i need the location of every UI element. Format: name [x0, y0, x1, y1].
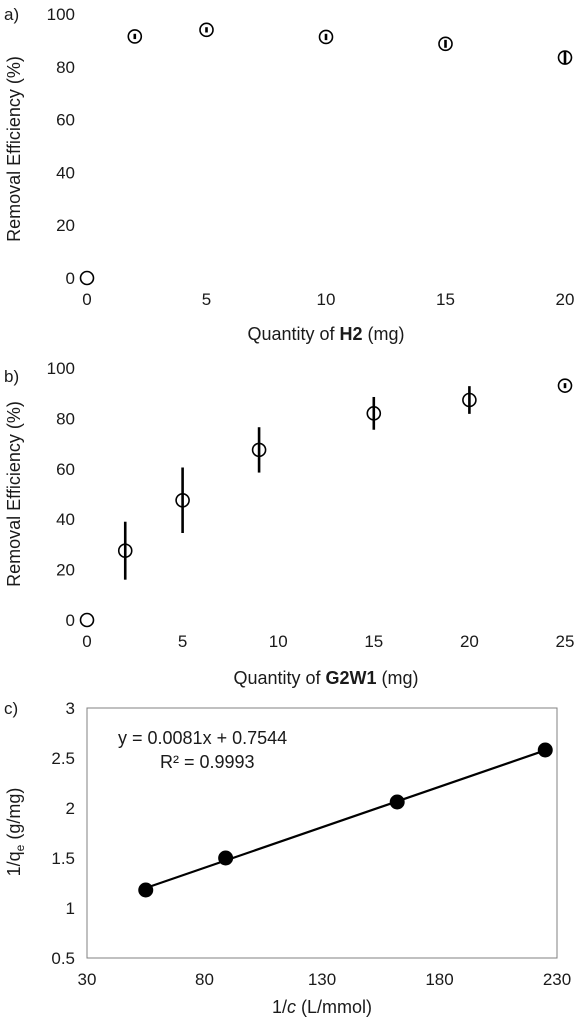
x-axis-label: 1/c (L/mmol) [272, 997, 372, 1017]
y-axis-label-suffix: (g/mg) [4, 788, 24, 845]
y-tick-label: 20 [56, 561, 75, 580]
data-point [537, 742, 553, 758]
r-squared-label: R² = 0.9993 [160, 752, 255, 772]
x-axis-label: Quantity of H2 (mg) [247, 324, 404, 344]
y-tick-label: 60 [56, 460, 75, 479]
y-tick-label: 2.5 [51, 749, 75, 768]
x-tick-label: 230 [543, 970, 571, 989]
data-point [117, 543, 133, 559]
y-axis-label-sub: e [13, 844, 27, 851]
y-axis-label-prefix: 1/q [4, 851, 24, 876]
data-point [79, 270, 95, 286]
data-point [218, 850, 234, 866]
y-tick-label: 100 [47, 359, 75, 378]
x-tick-label: 180 [425, 970, 453, 989]
y-tick-label: 80 [56, 409, 75, 428]
data-point [318, 29, 334, 45]
x-axis-label-prefix: Quantity of [233, 668, 325, 688]
y-tick-label: 0 [66, 611, 75, 630]
y-tick-label: 0.5 [51, 949, 75, 968]
x-axis-label-suffix: (mg) [377, 668, 419, 688]
panel-b: b) Removal Efficiency (%) Quantity of G2… [4, 359, 574, 688]
y-tick-label: 0 [66, 269, 75, 288]
x-axis-label-prefix: Quantity of [247, 324, 339, 344]
x-axis-label-bold: G2W1 [326, 668, 377, 688]
data-point [557, 378, 573, 393]
panel-c: c) 1/qe (g/mg) 1/c (L/mmol) y = 0.0081x … [4, 699, 571, 1017]
y-tick-label: 2 [66, 799, 75, 818]
panel-a: a) Removal Efficiency (%) Quantity of H2… [4, 5, 574, 344]
x-tick-label: 80 [195, 970, 214, 989]
y-tick-label: 1.5 [51, 849, 75, 868]
x-tick-label: 10 [317, 290, 336, 309]
x-tick-label: 0 [82, 290, 91, 309]
x-tick-label: 10 [269, 632, 288, 651]
x-tick-label: 15 [436, 290, 455, 309]
x-tick-label: 20 [556, 290, 575, 309]
x-tick-label: 15 [364, 632, 383, 651]
y-tick-label: 20 [56, 216, 75, 235]
data-point [251, 442, 267, 458]
x-axis-label-prefix: 1/ [272, 997, 287, 1017]
x-tick-label: 130 [308, 970, 336, 989]
x-tick-label: 30 [78, 970, 97, 989]
data-point [138, 882, 154, 898]
x-tick-label: 0 [82, 632, 91, 651]
x-axis-label-suffix: (mg) [363, 324, 405, 344]
y-tick-label: 80 [56, 58, 75, 77]
data-point [79, 612, 95, 628]
x-axis-label: Quantity of G2W1 (mg) [233, 668, 418, 688]
panel-label: a) [4, 5, 19, 24]
x-axis-label-bold: H2 [340, 324, 363, 344]
y-axis-label: 1/qe (g/mg) [4, 788, 27, 877]
data-point [127, 29, 143, 44]
data-point [462, 392, 477, 408]
panel-label: c) [4, 699, 18, 718]
data-point [199, 22, 214, 38]
y-tick-label: 40 [56, 163, 75, 182]
x-axis-label-italic: c [287, 997, 296, 1017]
x-tick-label: 5 [178, 632, 187, 651]
y-axis-label: Removal Efficiency (%) [4, 401, 24, 587]
x-tick-label: 20 [460, 632, 479, 651]
trendline-equation: y = 0.0081x + 0.7544 [118, 728, 287, 748]
plot-frame [86, 707, 558, 959]
y-tick-label: 1 [66, 899, 75, 918]
y-tick-label: 60 [56, 111, 75, 130]
data-point [389, 794, 405, 810]
x-tick-label: 5 [202, 290, 211, 309]
data-point [175, 492, 190, 508]
data-point [366, 406, 382, 421]
x-tick-label: 25 [556, 632, 575, 651]
data-point [438, 36, 453, 52]
y-axis-label: Removal Efficiency (%) [4, 56, 24, 242]
y-tick-label: 100 [47, 5, 75, 24]
data-point [557, 50, 573, 65]
y-tick-label: 40 [56, 510, 75, 529]
x-axis-label-suffix: (L/mmol) [296, 997, 372, 1017]
trendline [145, 749, 546, 890]
panel-label: b) [4, 367, 19, 386]
y-tick-label: 3 [66, 699, 75, 718]
